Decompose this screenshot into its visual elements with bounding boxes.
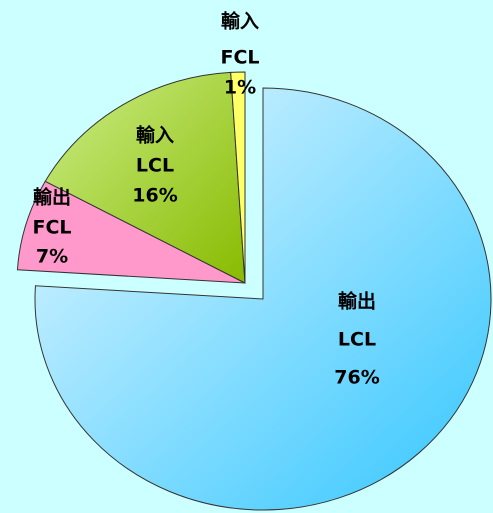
pie-slice (44, 71, 246, 284)
slice-label: 輸入 (136, 124, 174, 147)
slice-value-label: 76% (334, 367, 379, 389)
slice-value-label: 7% (36, 246, 68, 268)
slice-label: 輸出 (338, 290, 376, 313)
slice-value-label: 1% (224, 77, 256, 99)
slice-label: LCL (136, 155, 174, 177)
slice-label: FCL (32, 217, 71, 239)
slice-value-label: 16% (132, 185, 177, 207)
slice-label: FCL (220, 47, 259, 69)
slice-label: LCL (338, 329, 376, 351)
pie-slice (34, 87, 492, 511)
slice-label: 輸入 (221, 10, 259, 33)
pie-slice (230, 71, 246, 284)
slice-label: 輸出 (33, 186, 71, 209)
